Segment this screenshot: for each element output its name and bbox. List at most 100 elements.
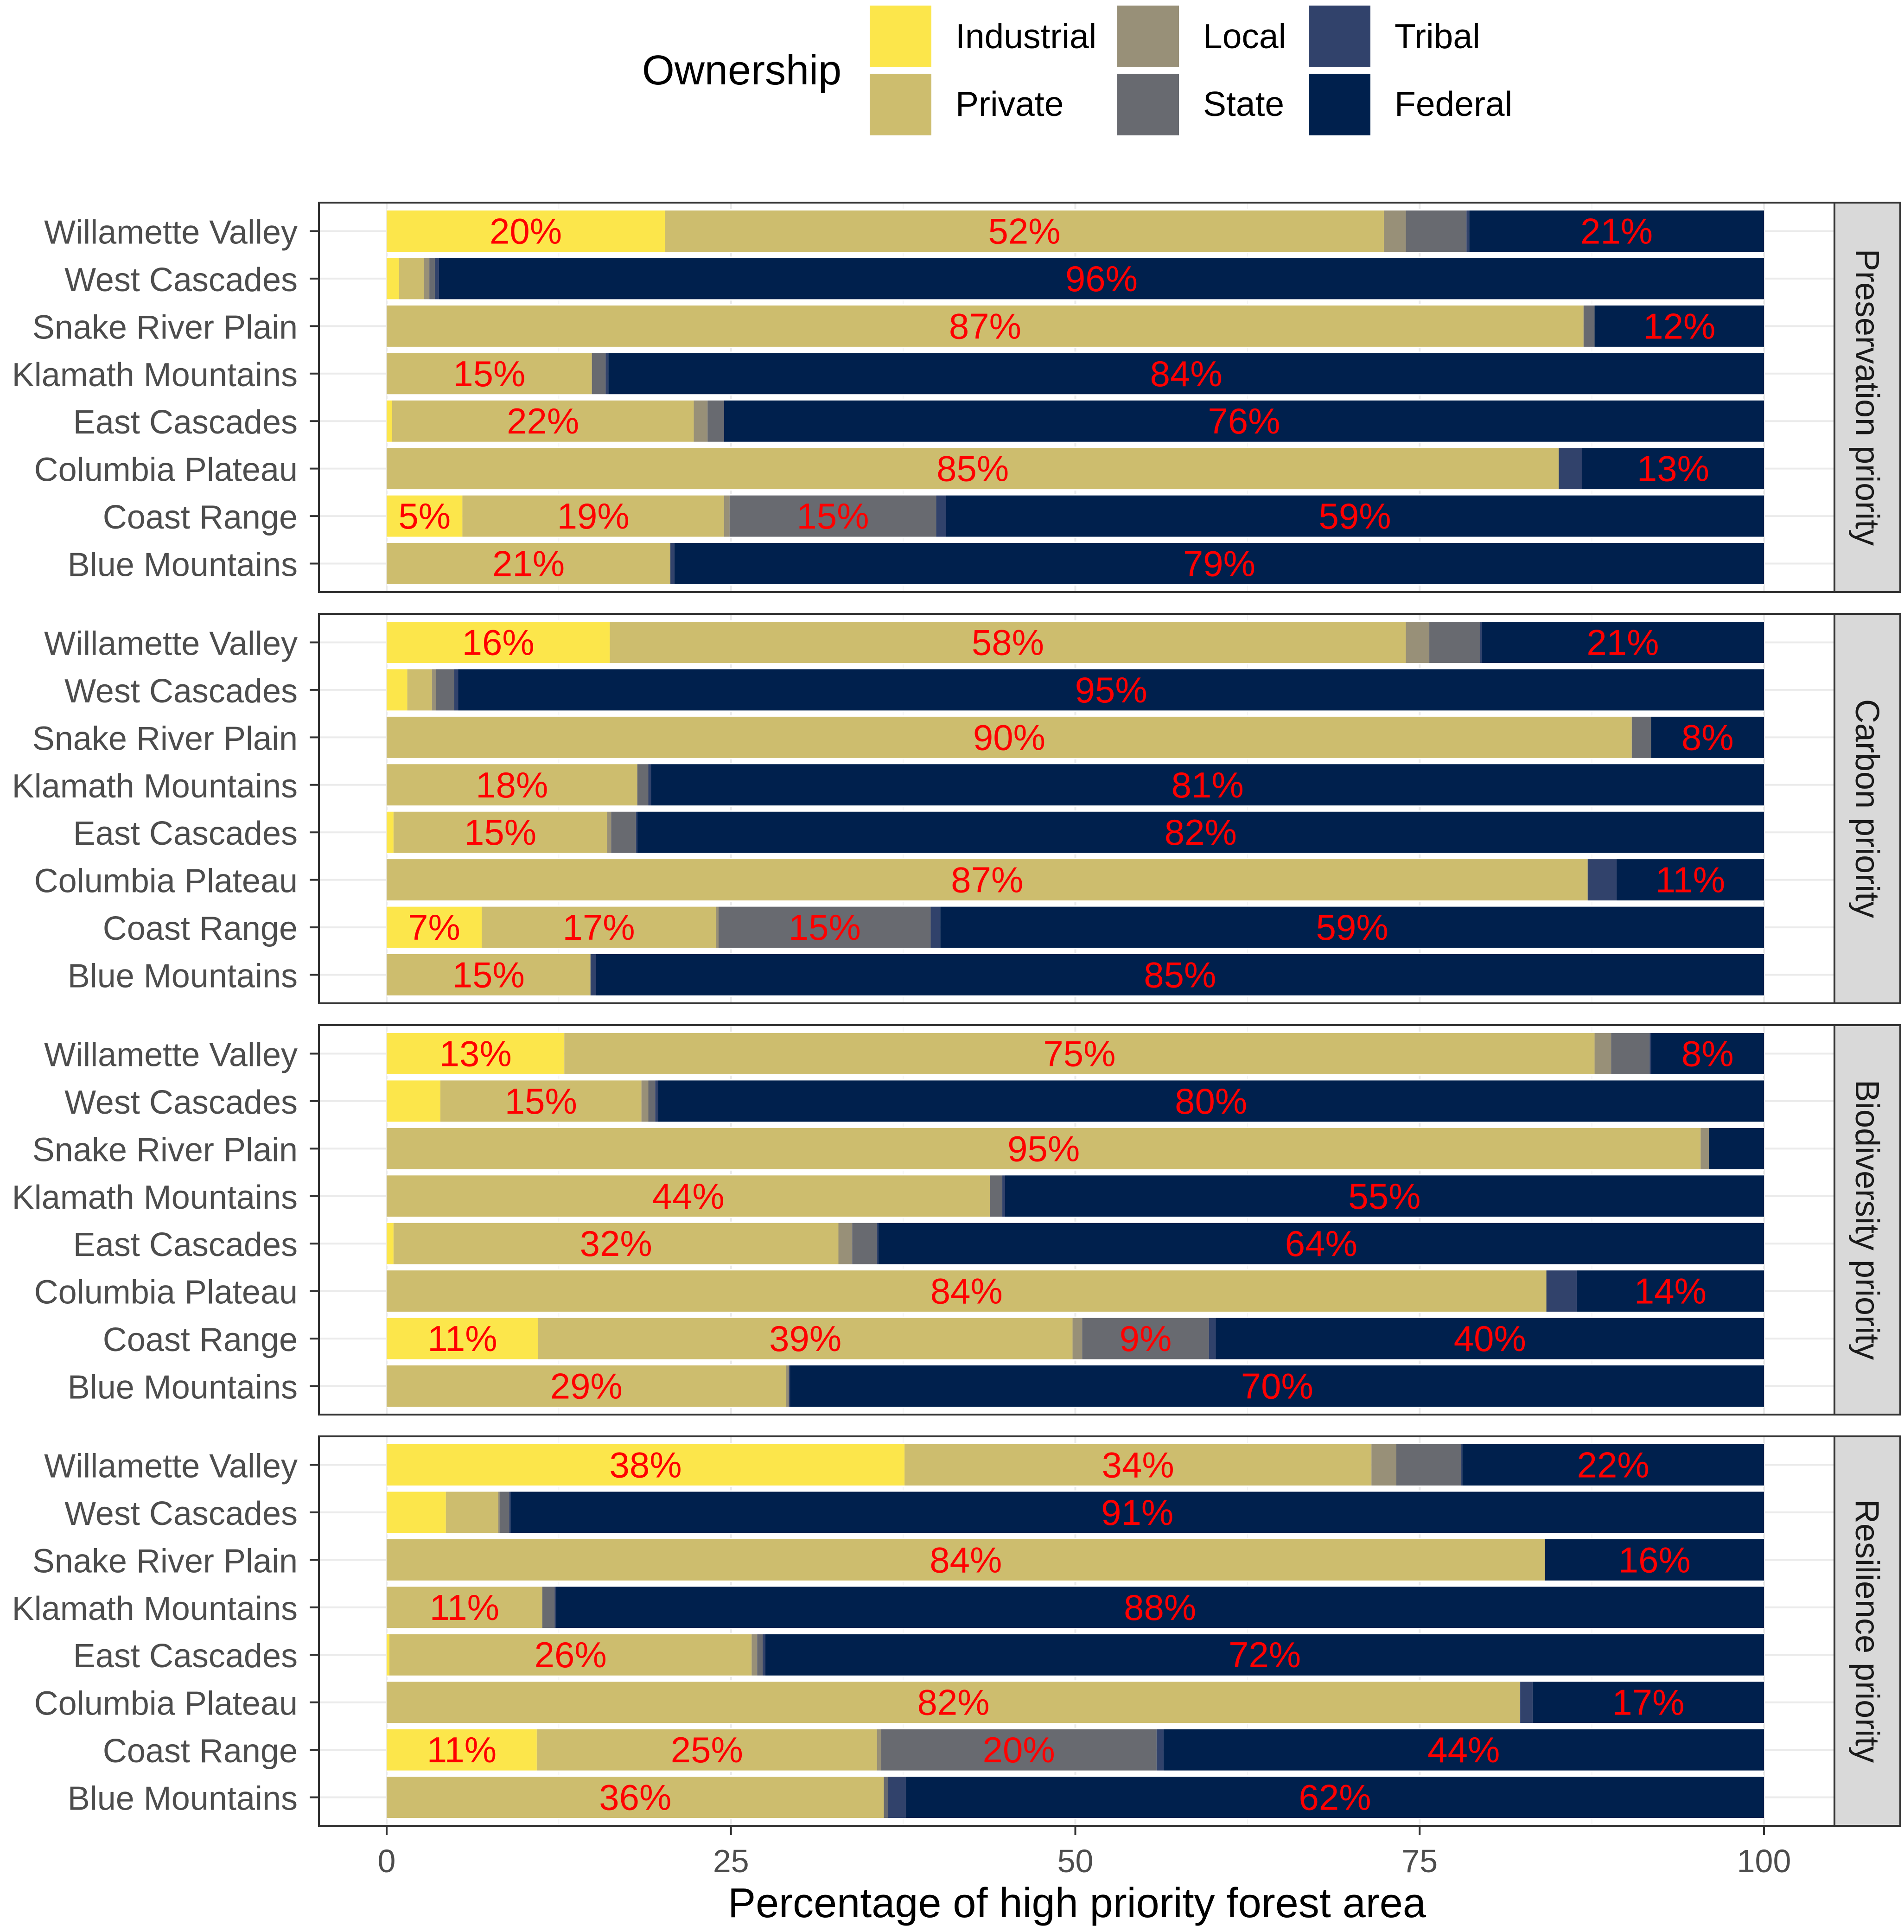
data-label-federal: 16% <box>1618 1539 1691 1580</box>
bar-segment-federal <box>510 1491 1764 1534</box>
bar-segment-federal <box>1481 621 1764 664</box>
legend: Ownership Industrial Private Local State Tri… <box>642 6 1512 135</box>
bar-east-cascades: 26% 72% <box>387 1632 1764 1677</box>
bar-segment-tribal <box>1520 1681 1533 1724</box>
bar-segment-state <box>592 352 606 395</box>
bar-coast-range: 11% 39% 9% 40% <box>387 1316 1764 1361</box>
facet-strip-label: Carbon priority <box>1848 699 1885 918</box>
bar-segment-federal <box>556 1586 1764 1629</box>
bar-columbia-plateau: 85% 13% <box>387 446 1764 491</box>
bar-segment-tribal <box>509 1491 511 1534</box>
bar-segment-private <box>387 305 1584 348</box>
data-label-federal: 84% <box>1150 353 1223 394</box>
bar-snake-river-plain: 95% <box>387 1126 1764 1171</box>
bar-segment-state <box>1429 621 1480 664</box>
data-label-private: 84% <box>930 1271 1003 1312</box>
bar-segment-local <box>716 906 719 949</box>
data-label-federal: 8% <box>1681 1033 1734 1074</box>
data-label-industrial: 38% <box>609 1444 681 1485</box>
y-tick-label: Willamette Valley <box>44 625 298 662</box>
bar-segment-industrial <box>387 1728 537 1772</box>
bar-segment-private <box>387 1365 786 1408</box>
panel-resilience-priority: 38% 34% 22% Willamette Valley 91% West Cascad… <box>12 1435 1901 1827</box>
bar-west-cascades: 96% <box>387 256 1764 301</box>
bar-segment-tribal <box>1156 1728 1164 1772</box>
bar-segment-local <box>432 668 436 711</box>
y-tick-label: Willamette Valley <box>44 214 298 251</box>
bar-segment-state <box>1631 716 1651 759</box>
bar-segment-private <box>462 495 724 538</box>
bar-segment-private <box>538 1317 1073 1360</box>
bar-segment-state <box>729 495 936 538</box>
bar-segment-local <box>786 1365 789 1408</box>
bar-willamette-valley: 20% 52% 21% <box>387 209 1764 253</box>
bar-segment-tribal <box>930 906 941 949</box>
bar-segment-tribal <box>554 1586 556 1629</box>
data-label-private: 84% <box>930 1539 1002 1580</box>
bar-segment-private <box>387 542 671 585</box>
bar-segment-local <box>641 1079 649 1122</box>
legend-key-state <box>1117 74 1179 135</box>
data-label-federal: 88% <box>1124 1587 1196 1628</box>
data-label-private: 36% <box>599 1777 671 1818</box>
bar-segment-tribal <box>1546 1269 1577 1313</box>
y-tick-label: Klamath Mountains <box>12 1590 298 1627</box>
bar-segment-private <box>446 1491 498 1534</box>
bar-segment-private <box>407 668 433 711</box>
bar-segment-tribal <box>655 1079 658 1122</box>
bar-segment-tribal <box>434 257 439 300</box>
bar-east-cascades: 22% 76% <box>387 399 1764 443</box>
bar-segment-federal <box>906 1776 1764 1819</box>
bar-segment-industrial <box>387 257 399 300</box>
bar-segment-local <box>1072 1317 1083 1360</box>
bar-segment-industrial <box>387 210 665 253</box>
data-label-state: 15% <box>789 907 861 948</box>
facet-strip-label: Preservation priority <box>1848 249 1885 546</box>
bar-segment-tribal <box>1466 210 1470 253</box>
bar-segment-state <box>990 1174 1003 1218</box>
y-tick-label: West Cascades <box>64 1084 298 1121</box>
bar-segment-state <box>719 906 931 949</box>
legend-key-industrial <box>870 6 931 67</box>
bar-segment-private <box>665 210 1384 253</box>
bar-segment-private <box>387 352 592 395</box>
bar-segment-private <box>387 1538 1545 1581</box>
bar-segment-federal <box>1651 1032 1764 1075</box>
bar-segment-local <box>751 1633 758 1677</box>
bar-segment-local <box>694 400 708 443</box>
y-tick-label: West Cascades <box>64 1495 298 1532</box>
bar-segment-tribal <box>1649 1032 1651 1075</box>
bar-segment-state <box>757 1633 763 1677</box>
bar-segment-private <box>387 763 637 806</box>
bar-segment-federal <box>724 400 1764 443</box>
y-tick-label: Columbia Plateau <box>34 1685 298 1722</box>
bar-segment-federal <box>596 953 1764 996</box>
bar-segment-federal <box>608 352 1764 395</box>
data-label-federal: 79% <box>1183 543 1255 584</box>
bar-segment-local <box>1594 1032 1611 1075</box>
data-label-private: 58% <box>972 622 1044 663</box>
bar-columbia-plateau: 87% 11% <box>387 858 1764 902</box>
data-label-industrial: 20% <box>490 210 562 251</box>
bar-segment-tribal <box>877 1222 879 1265</box>
bar-west-cascades: 15% 80% <box>387 1079 1764 1123</box>
x-tick-label: 75 <box>1401 1843 1438 1879</box>
data-label-federal: 82% <box>1165 812 1237 853</box>
bar-segment-tribal <box>648 763 651 806</box>
data-label-federal: 62% <box>1299 1777 1371 1818</box>
legend-key-tribal <box>1309 6 1370 67</box>
bar-segment-federal <box>1469 210 1764 253</box>
data-label-federal: 70% <box>1241 1366 1313 1407</box>
data-label-federal: 95% <box>1075 670 1147 710</box>
data-label-federal: 72% <box>1229 1634 1301 1675</box>
data-label-private: 18% <box>476 765 548 805</box>
bar-segment-local <box>424 257 430 300</box>
x-axis-title: Percentage of high priority forest area <box>728 1880 1426 1926</box>
bar-west-cascades: 95% <box>387 668 1764 712</box>
data-label-federal: 14% <box>1634 1271 1707 1312</box>
bar-willamette-valley: 16% 58% 21% <box>387 620 1764 664</box>
data-label-private: 22% <box>507 401 579 441</box>
data-label-federal: 21% <box>1586 622 1659 663</box>
y-tick-label: Snake River Plain <box>32 309 298 346</box>
